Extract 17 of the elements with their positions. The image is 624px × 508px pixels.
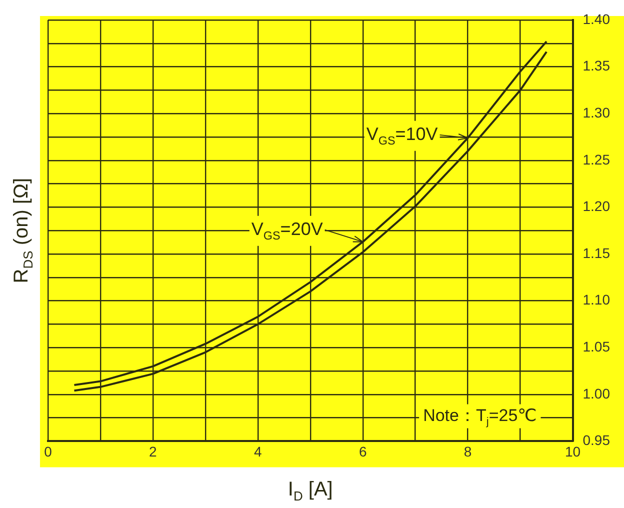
- text: 1.10: [582, 292, 610, 308]
- y-tick-label: 1.35: [582, 58, 610, 74]
- x-tick-label: 10: [564, 443, 581, 460]
- text: 1.30: [582, 104, 610, 120]
- x-tick-label: 6: [358, 443, 367, 460]
- y-tick-label: 1.15: [582, 244, 610, 261]
- y-tick-label: 1.25: [582, 151, 610, 168]
- text: 1.00: [582, 385, 610, 402]
- text: 1.20: [582, 198, 610, 214]
- y-tick-label: 1.05: [582, 338, 610, 354]
- x-tick-label: 0: [44, 443, 52, 460]
- x-tick-label: 8: [464, 443, 472, 460]
- x-tick-label: 4: [254, 443, 262, 460]
- text: 1.40: [582, 10, 610, 27]
- y-axis-title: RDS (on) [Ω]: [10, 178, 36, 284]
- x-tick-label: 2: [149, 443, 158, 460]
- y-tick-label: 0.95: [582, 432, 610, 448]
